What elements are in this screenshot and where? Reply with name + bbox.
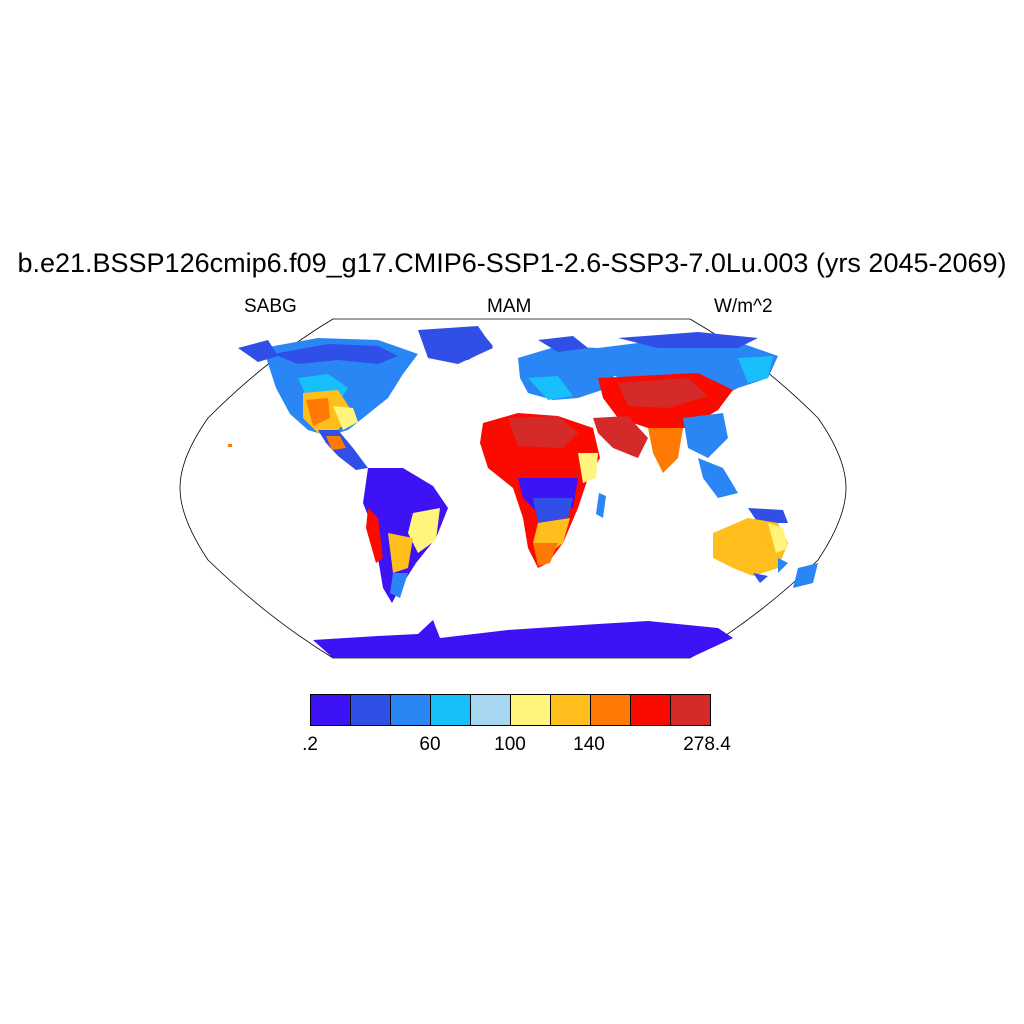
colorbar-label-1: 60 xyxy=(419,734,441,755)
south-america xyxy=(363,468,448,603)
season-label: MAM xyxy=(487,296,532,317)
colorbar-label-0: .2 xyxy=(302,734,318,755)
africa xyxy=(480,413,606,568)
north-america xyxy=(238,326,493,470)
asia xyxy=(593,332,788,523)
colorbar-swatch xyxy=(391,695,431,725)
colorbar-swatch xyxy=(311,695,351,725)
hawaii xyxy=(228,444,232,447)
colorbar-label-2: 100 xyxy=(494,734,526,755)
europe xyxy=(518,336,618,400)
colorbar-swatch xyxy=(631,695,671,725)
colorbar xyxy=(310,694,711,726)
colorbar-swatch xyxy=(671,695,710,725)
colorbar-swatch xyxy=(471,695,511,725)
colorbar-swatch xyxy=(591,695,631,725)
world-map xyxy=(179,318,847,659)
colorbar-swatch xyxy=(431,695,471,725)
greenland xyxy=(428,328,493,360)
units-label: W/m^2 xyxy=(714,296,773,317)
colorbar-swatch xyxy=(551,695,591,725)
antarctica xyxy=(313,620,733,658)
colorbar-swatch xyxy=(351,695,391,725)
map-title: b.e21.BSSP126cmip6.f09_g17.CMIP6-SSP1-2.… xyxy=(17,248,1007,278)
colorbar-label-3: 140 xyxy=(573,734,605,755)
colorbar-label-4: 278.4 xyxy=(683,734,731,755)
variable-label: SABG xyxy=(244,296,297,317)
australia xyxy=(713,518,818,588)
colorbar-swatch xyxy=(511,695,551,725)
